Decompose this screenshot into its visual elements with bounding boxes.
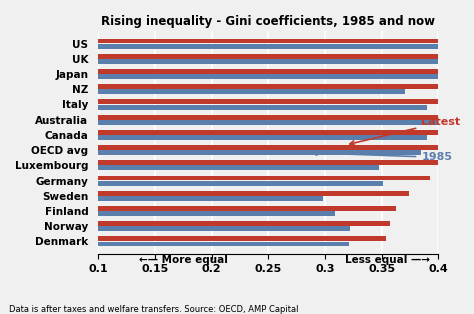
Bar — [98, 176, 430, 180]
Bar — [98, 44, 474, 49]
Bar — [98, 54, 474, 59]
Bar — [98, 165, 379, 170]
Bar — [98, 221, 390, 226]
Bar — [98, 206, 396, 211]
Bar — [98, 160, 440, 165]
Text: Latest: Latest — [350, 117, 460, 145]
Bar — [98, 145, 459, 150]
Bar — [98, 84, 474, 89]
Bar — [98, 115, 468, 120]
Bar — [98, 130, 461, 135]
Bar — [98, 89, 405, 94]
Bar — [98, 191, 409, 196]
Bar — [98, 241, 349, 246]
Bar — [98, 59, 448, 64]
Title: Rising inequality - Gini coefficients, 1985 and now: Rising inequality - Gini coefficients, 1… — [101, 15, 435, 28]
Text: Data is after taxes and welfare transfers. Source: OECD, AMP Capital: Data is after taxes and welfare transfer… — [9, 306, 299, 314]
Text: ←— More equal: ←— More equal — [139, 255, 228, 264]
Bar — [98, 150, 421, 155]
Bar — [98, 100, 469, 104]
Text: Less equal —→: Less equal —→ — [345, 255, 430, 264]
Bar — [98, 120, 452, 125]
Bar — [98, 105, 427, 110]
Bar — [98, 181, 383, 186]
Bar — [98, 135, 427, 140]
Bar — [98, 196, 323, 201]
Bar — [98, 226, 350, 231]
Bar — [98, 74, 443, 79]
Bar — [98, 69, 474, 74]
Text: 1985: 1985 — [312, 151, 452, 162]
Bar — [98, 211, 335, 216]
Bar — [98, 39, 474, 43]
Bar — [98, 236, 386, 241]
